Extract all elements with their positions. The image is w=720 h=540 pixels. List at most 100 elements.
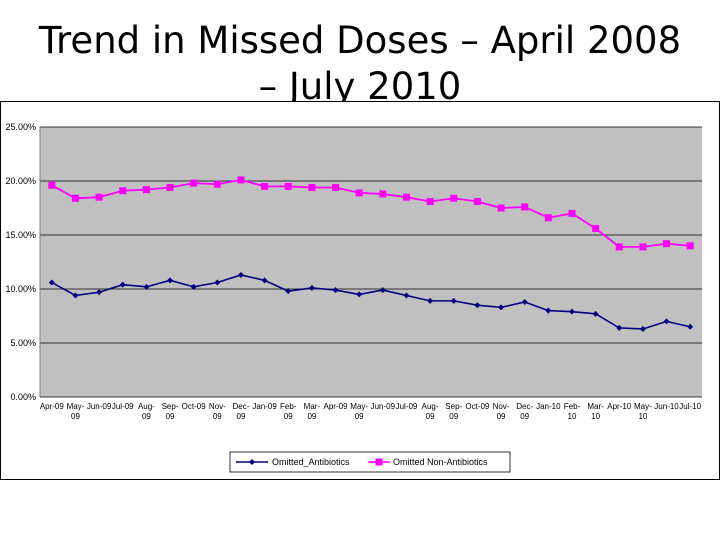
x-tick-label: Nov-09 bbox=[493, 402, 510, 421]
x-tick-label-line: Aug- bbox=[138, 402, 155, 411]
x-tick-label-line: 09 bbox=[142, 412, 151, 421]
x-tick-label-line: Jul-09 bbox=[396, 402, 418, 411]
data-point-antibiotics bbox=[143, 283, 150, 290]
x-tick-label-line: Jun-10 bbox=[654, 402, 679, 411]
legend-marker-non-antibiotics bbox=[375, 458, 383, 466]
y-tick-label: 15.00% bbox=[5, 230, 36, 240]
y-tick-label: 5.00% bbox=[10, 338, 36, 348]
data-point-non-antibiotics bbox=[450, 194, 458, 202]
x-tick-label: Sep-09 bbox=[445, 402, 462, 421]
data-point-non-antibiotics bbox=[284, 182, 292, 190]
plot-area bbox=[40, 127, 702, 397]
x-tick-label-line: May- bbox=[350, 402, 368, 411]
x-tick-label-line: 10 bbox=[568, 412, 577, 421]
x-tick-label-line: Oct-09 bbox=[465, 402, 490, 411]
x-tick-label-line: 09 bbox=[166, 412, 175, 421]
data-point-antibiotics bbox=[214, 279, 221, 286]
x-tick-label: Dec-09 bbox=[233, 402, 250, 421]
legend-label-non-antibiotics: Omitted Non-Antibiotics bbox=[393, 457, 488, 467]
x-tick-label: Sep-09 bbox=[162, 402, 179, 421]
series-antibiotics bbox=[48, 271, 694, 332]
series-group bbox=[48, 176, 694, 332]
data-point-non-antibiotics bbox=[544, 214, 552, 222]
data-point-non-antibiotics bbox=[71, 194, 79, 202]
x-tick-label-line: Nov- bbox=[493, 402, 510, 411]
x-tick-label-line: Nov- bbox=[209, 402, 226, 411]
data-point-antibiotics bbox=[72, 292, 79, 299]
data-point-non-antibiotics bbox=[568, 209, 576, 217]
x-tick-label: Dec-09 bbox=[516, 402, 533, 421]
data-point-non-antibiotics bbox=[237, 176, 245, 184]
x-tick-label: Apr-09 bbox=[40, 402, 65, 411]
x-tick-label-line: Mar- bbox=[587, 402, 604, 411]
data-point-non-antibiotics bbox=[497, 204, 505, 212]
data-point-non-antibiotics bbox=[402, 193, 410, 201]
x-tick-label-line: Jun-09 bbox=[371, 402, 396, 411]
data-point-non-antibiotics bbox=[213, 180, 221, 188]
data-point-antibiotics bbox=[285, 288, 292, 295]
x-tick-label: Jun-09 bbox=[371, 402, 396, 411]
data-point-non-antibiotics bbox=[426, 198, 434, 206]
x-tick-label-line: 10 bbox=[638, 412, 647, 421]
x-tick-label: Jul-09 bbox=[396, 402, 418, 411]
x-tick-label-line: Jun-09 bbox=[87, 402, 112, 411]
x-tick-label-line: 09 bbox=[71, 412, 80, 421]
x-tick-label: Oct-09 bbox=[182, 402, 207, 411]
gridlines bbox=[40, 126, 702, 398]
x-tick-label-line: Apr-09 bbox=[40, 402, 65, 411]
x-tick-label-line: Sep- bbox=[445, 402, 462, 411]
data-point-antibiotics bbox=[48, 279, 55, 286]
legend-marker-antibiotics bbox=[249, 459, 255, 465]
data-point-antibiotics bbox=[403, 292, 410, 299]
data-point-antibiotics bbox=[332, 287, 339, 294]
data-point-non-antibiotics bbox=[142, 186, 150, 194]
x-tick-label-line: Feb- bbox=[280, 402, 297, 411]
data-point-non-antibiotics bbox=[663, 240, 671, 248]
x-tick-label: Jul-09 bbox=[112, 402, 134, 411]
data-point-antibiotics bbox=[237, 271, 244, 278]
data-point-antibiotics bbox=[639, 325, 646, 332]
data-point-antibiotics bbox=[379, 287, 386, 294]
data-point-antibiotics bbox=[190, 283, 197, 290]
data-point-antibiotics bbox=[545, 307, 552, 314]
data-point-non-antibiotics bbox=[48, 181, 56, 189]
x-tick-label: Apr-10 bbox=[607, 402, 632, 411]
x-tick-label-line: May- bbox=[67, 402, 85, 411]
data-point-antibiotics bbox=[474, 302, 481, 309]
x-tick-label: Apr-09 bbox=[324, 402, 349, 411]
x-tick-label: Mar-09 bbox=[304, 402, 321, 421]
data-point-antibiotics bbox=[521, 298, 528, 305]
data-point-antibiotics bbox=[616, 324, 623, 331]
data-point-non-antibiotics bbox=[473, 198, 481, 206]
x-tick-label-line: Jul-10 bbox=[679, 402, 701, 411]
x-tick-label-line: Sep- bbox=[162, 402, 179, 411]
data-point-non-antibiotics bbox=[166, 183, 174, 191]
series-non-antibiotics bbox=[48, 176, 694, 251]
data-point-antibiotics bbox=[450, 297, 457, 304]
data-point-antibiotics bbox=[167, 277, 174, 284]
series-line-antibiotics bbox=[51, 274, 691, 330]
x-tick-label-line: Apr-10 bbox=[607, 402, 632, 411]
data-point-non-antibiotics bbox=[521, 203, 529, 211]
chart-container: 25.00% 20.00% 15.00% 10.00% 5.00% 0.00% Apr-0… bbox=[0, 101, 720, 480]
x-tick-label: Jun-09 bbox=[87, 402, 112, 411]
x-tick-label-line: 09 bbox=[520, 412, 529, 421]
x-tick-label-line: 09 bbox=[497, 412, 506, 421]
data-point-antibiotics bbox=[96, 289, 103, 296]
y-tick-label: 10.00% bbox=[5, 284, 36, 294]
x-tick-label: Feb-09 bbox=[280, 402, 297, 421]
legend-label-antibiotics: Omitted_Antibiotics bbox=[272, 457, 350, 467]
data-point-non-antibiotics bbox=[308, 183, 316, 191]
data-point-non-antibiotics bbox=[355, 189, 363, 197]
x-tick-label-line: Mar- bbox=[304, 402, 321, 411]
x-tick-label: Mar-10 bbox=[587, 402, 604, 421]
x-tick-label: Jul-10 bbox=[679, 402, 701, 411]
data-point-antibiotics bbox=[261, 277, 268, 284]
y-axis-ticks: 25.00% 20.00% 15.00% 10.00% 5.00% 0.00% bbox=[5, 122, 36, 402]
data-point-non-antibiotics bbox=[592, 225, 600, 233]
x-tick-label: Aug-09 bbox=[422, 402, 439, 421]
data-point-non-antibiotics bbox=[639, 243, 647, 251]
data-point-non-antibiotics bbox=[119, 187, 127, 195]
x-tick-label-line: Dec- bbox=[233, 402, 250, 411]
